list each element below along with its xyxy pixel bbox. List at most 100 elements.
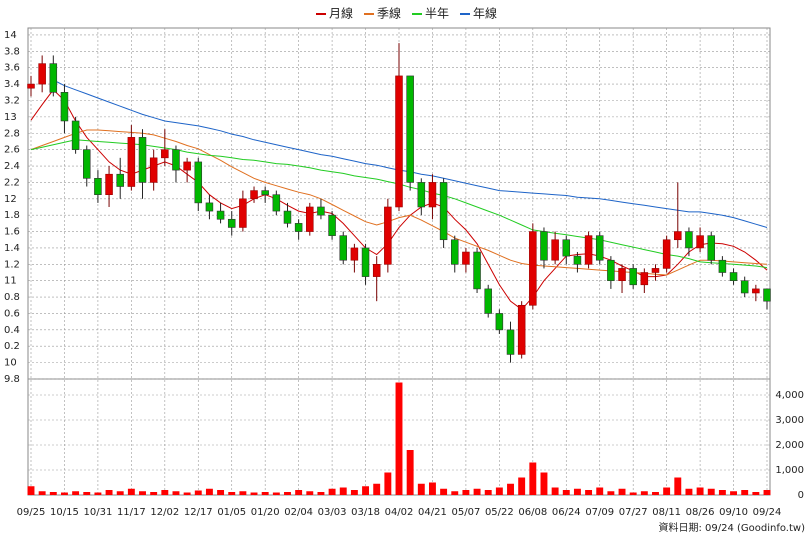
candle-body <box>551 239 559 261</box>
candle-body <box>562 239 571 257</box>
candle-body <box>361 247 370 277</box>
x-tick-label: 01/20 <box>251 507 280 518</box>
candle-body <box>473 251 481 290</box>
candle-body <box>395 75 403 208</box>
candle-body <box>27 83 35 89</box>
legend-label: 半年 <box>425 7 449 21</box>
x-tick-label: 03/18 <box>351 507 380 518</box>
candle-body <box>227 218 236 228</box>
x-tick-label: 01/05 <box>217 507 246 518</box>
y-tick-label: 1.6 <box>4 227 20 238</box>
x-tick-label: 09/10 <box>719 507 748 518</box>
candle-body <box>283 210 292 224</box>
x-tick-label: 08/26 <box>686 507 715 518</box>
volume-bar <box>607 491 615 495</box>
candle-body <box>573 255 582 265</box>
candle-body <box>38 63 46 85</box>
candle-body <box>707 235 715 261</box>
candle-body <box>718 259 727 273</box>
x-tick-label: 07/27 <box>619 507 648 518</box>
volume-bar <box>250 492 258 495</box>
candle-body <box>71 120 80 150</box>
volume-bar <box>741 490 749 495</box>
y-tick-label: 3.4 <box>4 79 20 90</box>
volume-bar <box>551 487 559 495</box>
volume-bar <box>752 492 760 495</box>
y-tick-label: 12 <box>4 194 17 205</box>
candle-body <box>372 264 381 277</box>
candle-body <box>752 288 760 294</box>
volume-bar <box>674 477 682 495</box>
candle-body <box>674 231 682 241</box>
candle-body <box>294 223 303 232</box>
y-tick-label: 0.2 <box>4 341 20 352</box>
volume-bar <box>150 492 158 495</box>
y-tick-label: 2.4 <box>4 161 20 172</box>
volume-bar <box>217 490 225 495</box>
volume-bar <box>328 488 336 495</box>
candle-body <box>49 63 58 93</box>
candle-body <box>339 235 347 261</box>
x-tick-label: 05/07 <box>451 507 480 518</box>
volume-bar <box>696 487 704 495</box>
volume-bar <box>507 483 514 495</box>
volume-bar <box>83 492 91 495</box>
volume-bar <box>72 491 80 495</box>
candle-body <box>183 161 191 171</box>
legend-label: 季線 <box>377 6 401 21</box>
y-tick-label: 1.2 <box>4 259 20 270</box>
candle-body <box>94 178 102 195</box>
candle-body <box>116 173 124 187</box>
volume-bar <box>596 487 604 495</box>
candle-body <box>149 157 158 183</box>
candle-body <box>629 268 637 286</box>
candle-body <box>685 231 693 249</box>
volume-bar <box>417 483 425 495</box>
volume-bar <box>495 487 503 495</box>
source-note: 資料日期: 09/24 (Goodinfo.tw) <box>658 521 805 534</box>
y-tick-label: 2.6 <box>4 145 20 156</box>
y2-tick-label: 4,000 <box>775 390 804 401</box>
candle-body <box>640 272 649 286</box>
volume-bar <box>395 382 403 495</box>
x-tick-label: 06/08 <box>518 507 547 518</box>
candle-body <box>740 280 749 294</box>
volume-bar <box>529 462 537 495</box>
volume-bar <box>373 483 381 495</box>
volume-bar <box>94 492 102 495</box>
x-tick-label: 02/04 <box>284 507 313 518</box>
volume-bar <box>473 488 481 495</box>
volume-bar <box>451 491 459 495</box>
volume-bar <box>339 487 347 495</box>
candle-body <box>451 239 459 265</box>
candle-body <box>651 268 660 273</box>
volume-bar <box>205 488 213 495</box>
candle-body <box>618 268 626 282</box>
volume-bar <box>462 490 470 495</box>
volume-bar <box>161 490 169 495</box>
x-tick-label: 07/09 <box>585 507 614 518</box>
volume-bar <box>652 492 659 495</box>
candle-body <box>239 198 247 228</box>
legend-label: 年線 <box>473 6 497 21</box>
x-tick-label: 06/24 <box>552 507 581 518</box>
candle-body <box>161 149 169 159</box>
volume-bar <box>139 491 146 495</box>
volume-bar <box>27 486 35 495</box>
volume-bar <box>284 492 291 495</box>
volume-bar <box>183 492 191 495</box>
volume-bar <box>172 491 180 495</box>
volume-bar <box>127 488 135 495</box>
candle-body <box>350 247 359 261</box>
candle-body <box>517 304 526 355</box>
volume-bar <box>116 491 124 495</box>
volume-bar <box>406 450 414 495</box>
y2-tick-label: 0 <box>798 490 804 501</box>
candle-body <box>729 272 738 282</box>
volume-bar <box>306 491 314 495</box>
x-tick-label: 10/15 <box>50 507 79 518</box>
volume-bar <box>518 477 526 495</box>
x-tick-label: 08/11 <box>652 507 681 518</box>
y-tick-label: 3.2 <box>4 95 20 106</box>
